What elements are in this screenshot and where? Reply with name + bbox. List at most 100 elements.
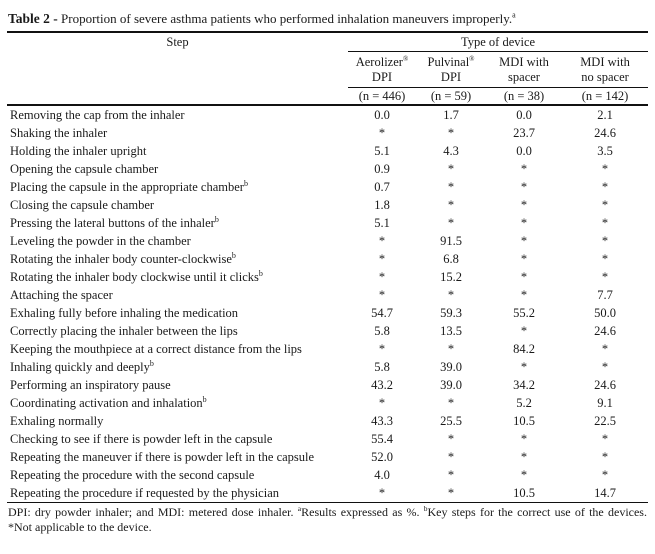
value-cell-mdi-no-spacer: 24.6 xyxy=(594,324,616,338)
value-cell-mdi-spacer: 0.0 xyxy=(516,144,532,158)
value-cell-mdi-spacer: 0.0 xyxy=(516,108,532,122)
value-cell-mdi-spacer: * xyxy=(520,180,528,194)
value-cell-mdi-no-spacer: * xyxy=(601,162,609,176)
value-cell-mdi-no-spacer: 3.5 xyxy=(597,144,613,158)
step-cell: Rotating the inhaler body clockwise unti… xyxy=(7,268,348,286)
step-label: Leveling the powder in the chamber xyxy=(10,234,191,248)
table-row: Inhaling quickly and deeplyb 5.8 39.0 * … xyxy=(7,358,648,376)
value-cell-mdi-spacer: 84.2 xyxy=(513,342,535,356)
table-row: Placing the capsule in the appropriate c… xyxy=(7,178,648,196)
step-cell: Keeping the mouthpiece at a correct dist… xyxy=(7,340,348,358)
step-label: Correctly placing the inhaler between th… xyxy=(10,324,238,338)
step-footnote-marker: b xyxy=(214,214,219,224)
step-cell: Exhaling fully before inhaling the medic… xyxy=(7,304,348,322)
value-cell-mdi-spacer: 34.2 xyxy=(513,378,535,392)
step-label: Performing an inspiratory pause xyxy=(10,378,171,392)
value-cell-pulvinal: 15.2 xyxy=(440,270,462,284)
footnote-key-steps-note: Key steps for the correct use of the dev… xyxy=(8,505,647,534)
value-cell-mdi-spacer: * xyxy=(520,216,528,230)
step-cell: Repeating the procedure if requested by … xyxy=(7,484,348,503)
value-cell-mdi-no-spacer: * xyxy=(601,198,609,212)
value-cell-aerolizer: 5.8 xyxy=(374,360,390,374)
value-cell-mdi-no-spacer: * xyxy=(601,180,609,194)
column-group-header: Type of device xyxy=(348,32,649,52)
value-cell-aerolizer: 54.7 xyxy=(371,306,393,320)
value-cell-mdi-spacer: * xyxy=(520,432,528,446)
step-cell: Performing an inspiratory pause xyxy=(7,376,348,394)
value-cell-mdi-spacer: * xyxy=(520,234,528,248)
column-header-mdi-spacer: MDI with spacer xyxy=(486,51,562,88)
value-cell-pulvinal: * xyxy=(447,180,455,194)
value-cell-mdi-no-spacer: * xyxy=(601,270,609,284)
value-cell-pulvinal: * xyxy=(416,484,486,503)
value-cell-aerolizer: * xyxy=(378,270,386,284)
value-cell-aerolizer: * xyxy=(378,126,386,140)
step-label: Repeating the procedure if requested by … xyxy=(10,486,280,500)
table-row: Leveling the powder in the chamber * 91.… xyxy=(7,232,648,250)
value-cell-aerolizer: 43.2 xyxy=(371,378,393,392)
value-cell-pulvinal: 59.3 xyxy=(440,306,462,320)
value-cell-pulvinal: 1.7 xyxy=(443,108,459,122)
header-row-n: (n = 446) (n = 59) (n = 38) (n = 142) xyxy=(7,87,649,106)
value-cell-mdi-no-spacer: * xyxy=(601,450,609,464)
column-header-pulvinal: Pulvinal® DPI xyxy=(416,51,486,88)
table-row: Pressing the lateral buttons of the inha… xyxy=(7,214,648,232)
step-footnote-marker: b xyxy=(149,358,154,368)
value-cell-mdi-spacer: * xyxy=(520,324,528,338)
value-cell-aerolizer: 5.1 xyxy=(374,144,390,158)
table-row: Coordinating activation and inhalationb … xyxy=(7,394,648,412)
step-cell: Coordinating activation and inhalationb xyxy=(7,394,348,412)
step-cell: Opening the capsule chamber xyxy=(7,160,348,178)
value-cell-aerolizer: * xyxy=(378,252,386,266)
step-footnote-marker: b xyxy=(202,394,207,404)
step-label: Rotating the inhaler body clockwise unti… xyxy=(10,270,259,284)
value-cell-mdi-spacer: 5.2 xyxy=(516,396,532,410)
value-cell-aerolizer: 5.1 xyxy=(374,216,390,230)
value-cell-pulvinal: * xyxy=(447,288,455,302)
device-name-line1: Pulvinal® xyxy=(416,55,486,70)
value-cell-mdi-no-spacer: * xyxy=(601,360,609,374)
value-cell-pulvinal: * xyxy=(447,468,455,482)
value-cell-mdi-no-spacer: * xyxy=(601,342,609,356)
column-header-aerolizer: Aerolizer® DPI xyxy=(348,51,416,88)
footnote-marker-a: a xyxy=(297,504,302,513)
value-cell-mdi-no-spacer: 14.7 xyxy=(562,484,649,503)
value-cell-pulvinal: 39.0 xyxy=(440,378,462,392)
step-label: Coordinating activation and inhalation xyxy=(10,396,203,410)
value-cell-mdi-spacer: * xyxy=(520,450,528,464)
value-cell-aerolizer: 4.0 xyxy=(374,468,390,482)
header-row-devices: Aerolizer® DPI Pulvinal® DPI MDI with sp… xyxy=(7,51,649,88)
value-cell-pulvinal: * xyxy=(447,450,455,464)
value-cell-pulvinal: 39.0 xyxy=(440,360,462,374)
step-label: Placing the capsule in the appropriate c… xyxy=(10,180,244,194)
step-cell: Pressing the lateral buttons of the inha… xyxy=(7,214,348,232)
value-cell-aerolizer: 43.3 xyxy=(371,414,393,428)
value-cell-pulvinal: 25.5 xyxy=(440,414,462,428)
step-label: Exhaling normally xyxy=(10,414,104,428)
device-name-line2: DPI xyxy=(371,70,393,84)
step-cell: Holding the inhaler upright xyxy=(7,142,348,160)
value-cell-mdi-spacer: * xyxy=(520,198,528,212)
value-cell-pulvinal: * xyxy=(447,126,455,140)
device-name: MDI with xyxy=(499,55,549,69)
value-cell-mdi-no-spacer: * xyxy=(601,234,609,248)
step-cell: Inhaling quickly and deeplyb xyxy=(7,358,348,376)
value-cell-pulvinal: 6.8 xyxy=(443,252,459,266)
table-row: Shaking the inhaler * * 23.7 24.6 xyxy=(7,124,648,142)
step-footnote-marker: b xyxy=(231,250,236,260)
step-cell: Leveling the powder in the chamber xyxy=(7,232,348,250)
value-cell-mdi-no-spacer: 2.1 xyxy=(597,108,613,122)
step-cell: Shaking the inhaler xyxy=(7,124,348,142)
value-cell-aerolizer: 0.0 xyxy=(374,108,390,122)
value-cell-mdi-spacer: 10.5 xyxy=(513,414,535,428)
column-header-step: Step xyxy=(7,32,348,106)
step-cell: Repeating the procedure with the second … xyxy=(7,466,348,484)
step-cell: Repeating the maneuver if there is powde… xyxy=(7,448,348,466)
step-label: Closing the capsule chamber xyxy=(10,198,155,212)
step-cell: Rotating the inhaler body counter-clockw… xyxy=(7,250,348,268)
value-cell-pulvinal: 4.3 xyxy=(443,144,459,158)
table-body: Removing the cap from the inhaler 0.0 1.… xyxy=(7,105,649,503)
footnote-abbreviations: DPI: dry powder inhaler; and MDI: metere… xyxy=(8,505,298,519)
value-cell-aerolizer: * xyxy=(378,234,386,248)
step-label: Exhaling fully before inhaling the medic… xyxy=(10,306,239,320)
